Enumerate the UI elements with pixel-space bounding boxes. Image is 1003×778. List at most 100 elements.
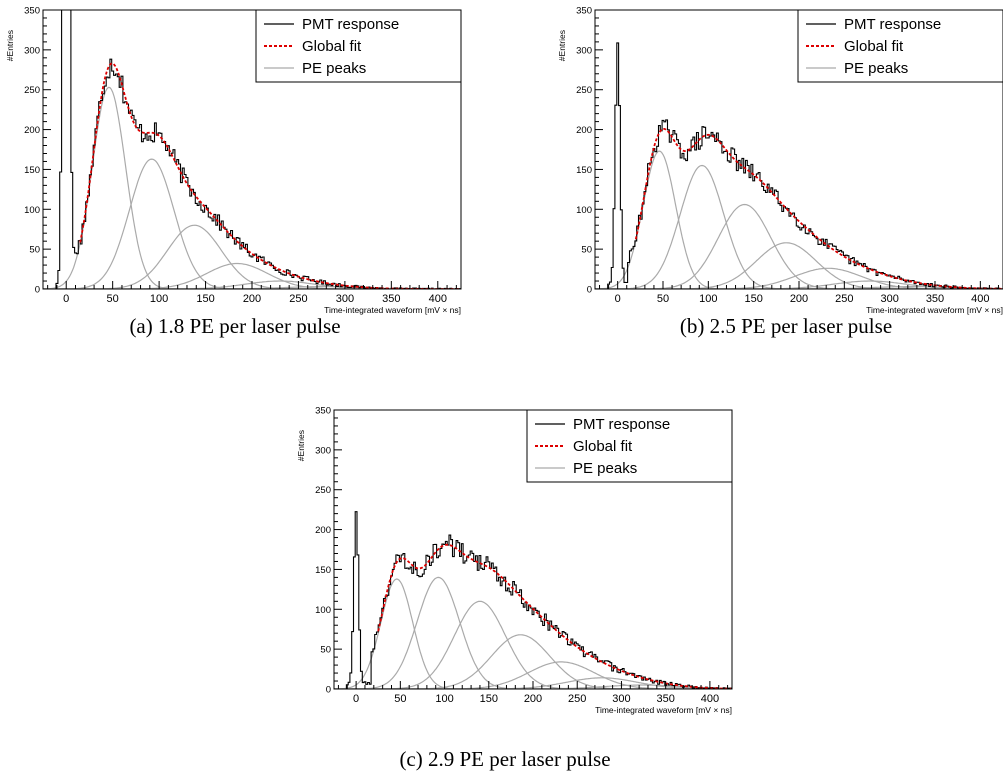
x-tick-label: 250 [835, 293, 853, 305]
x-axis: 0 50 100 150 200 250 300 350 400Time-integrated … [599, 281, 1003, 315]
pe-peak-2 [334, 576, 732, 689]
x-tick-label: 400 [701, 693, 719, 705]
x-tick-label: 350 [656, 693, 674, 705]
x-tick-label: 200 [790, 293, 808, 305]
y-tick-label: 200 [315, 525, 331, 536]
pe-peak-2 [43, 158, 461, 289]
legend: PMT response Global fit PE peaks [255, 9, 462, 83]
x-axis: 0 50 100 150 200 250 300 350 400Time-integrated … [47, 281, 461, 315]
legend-label: Global fit [573, 438, 633, 455]
pe-peak-1 [334, 578, 732, 689]
x-tick-label: 200 [524, 693, 542, 705]
y-tick-label: 150 [576, 165, 592, 176]
x-tick-label: 150 [196, 293, 214, 305]
caption-c: (c) 2.9 PE per laser pulse [399, 747, 611, 771]
pe-peak-curves [595, 150, 1003, 289]
chart-panel-c: 0 50 100 150 200 250 300 350 400 Time-integrated … [270, 400, 740, 715]
chart-panel-b: 0 50 100 150 200 250 300 350 400 Time-integrated … [531, 0, 1003, 315]
pe-peak-1 [43, 86, 461, 289]
y-tick-label: 50 [320, 645, 331, 656]
x-tick-label: 50 [657, 293, 669, 305]
y-tick-label: 100 [24, 205, 40, 216]
y-axis-label: #Entries [557, 30, 567, 61]
y-tick-label: 100 [315, 605, 331, 616]
x-tick-label: 50 [394, 693, 406, 705]
y-tick-label: 350 [576, 6, 592, 17]
x-tick-label: 400 [971, 293, 989, 305]
x-tick-label: 350 [926, 293, 944, 305]
x-axis-label: Time-integrated waveform [mV × ns] [324, 305, 461, 315]
pe-peak-4 [43, 262, 461, 289]
y-tick-label: 350 [315, 406, 331, 417]
chart-c: 0 50 100 150 200 250 300 350 400Time-integrated … [296, 406, 733, 715]
x-tick-label: 300 [880, 293, 898, 305]
y-tick-label: 250 [576, 85, 592, 96]
legend: PMT response Global fit PE peaks [526, 409, 733, 483]
y-tick-label: 250 [24, 85, 40, 96]
x-tick-label: 200 [243, 293, 261, 305]
chart-b: 0 50 100 150 200 250 300 350 400Time-integrated … [557, 6, 1003, 315]
y-tick-label: 0 [35, 285, 40, 296]
y-tick-label: 250 [315, 485, 331, 496]
caption-b: (b) 2.5 PE per laser pulse [679, 314, 893, 338]
legend-label: Global fit [844, 38, 904, 55]
y-tick-label: 200 [24, 125, 40, 136]
x-tick-label: 100 [699, 293, 717, 305]
legend-label: Global fit [302, 38, 362, 55]
y-axis-label: #Entries [5, 30, 15, 61]
x-tick-label: 0 [615, 293, 621, 305]
y-axis-label: #Entries [296, 430, 306, 461]
y-tick-label: 0 [587, 285, 592, 296]
pmt-response-histogram [334, 511, 732, 689]
x-tick-label: 50 [107, 293, 119, 305]
x-tick-label: 100 [150, 293, 168, 305]
y-axis: 0 50 100 150 200 250 300 350 #Entries [296, 406, 342, 696]
x-tick-label: 0 [353, 693, 359, 705]
legend-label: PMT response [573, 416, 670, 433]
legend-label: PE peaks [844, 60, 908, 77]
x-tick-label: 250 [289, 293, 307, 305]
pe-peak-1 [595, 150, 1003, 289]
x-tick-label: 150 [480, 693, 498, 705]
y-axis: 0 50 100 150 200 250 300 350 #Entries [557, 6, 603, 296]
x-tick-label: 150 [744, 293, 762, 305]
y-tick-label: 350 [24, 6, 40, 17]
pmt-response-histogram [595, 42, 1003, 289]
plot-area [334, 511, 732, 689]
x-tick-label: 300 [336, 293, 354, 305]
pe-peak-4 [334, 634, 732, 689]
x-axis-label: Time-integrated waveform [mV × ns] [595, 705, 732, 715]
caption-a: (a) 1.8 PE per laser pulse [129, 314, 341, 338]
pe-peak-4 [595, 242, 1003, 289]
y-tick-label: 200 [576, 125, 592, 136]
y-tick-label: 0 [326, 685, 331, 696]
legend-label: PE peaks [573, 460, 637, 477]
x-tick-label: 100 [435, 693, 453, 705]
pe-peak-curves [334, 576, 732, 689]
y-axis: 0 50 100 150 200 250 300 350 #Entries [5, 6, 51, 296]
chart-a: 0 50 100 150 200 250 300 350 400Time-integrated … [5, 6, 462, 315]
x-axis: 0 50 100 150 200 250 300 350 400Time-integrated … [337, 681, 732, 715]
global-fit-curve [79, 62, 461, 289]
chart-panel-a: 0 50 100 150 200 250 300 350 400 Time-integrated … [0, 0, 470, 315]
x-tick-label: 400 [429, 293, 447, 305]
legend-label: PMT response [302, 16, 399, 33]
x-tick-label: 350 [382, 293, 400, 305]
legend: PMT response Global fit PE peaks [797, 9, 1003, 83]
global-fit-curve [634, 128, 1003, 289]
y-tick-label: 300 [315, 445, 331, 456]
y-tick-label: 300 [24, 45, 40, 56]
y-tick-label: 50 [581, 245, 592, 256]
x-tick-label: 250 [568, 693, 586, 705]
x-axis-label: Time-integrated waveform [mV × ns] [866, 305, 1003, 315]
pe-peak-curves [43, 86, 461, 289]
legend-label: PE peaks [302, 60, 366, 77]
x-tick-label: 300 [612, 693, 630, 705]
y-tick-label: 150 [24, 165, 40, 176]
y-tick-label: 300 [576, 45, 592, 56]
y-tick-label: 100 [576, 205, 592, 216]
global-fit-curve [377, 543, 732, 689]
x-tick-label: 0 [63, 293, 69, 305]
y-tick-label: 150 [315, 565, 331, 576]
legend-label: PMT response [844, 16, 941, 33]
